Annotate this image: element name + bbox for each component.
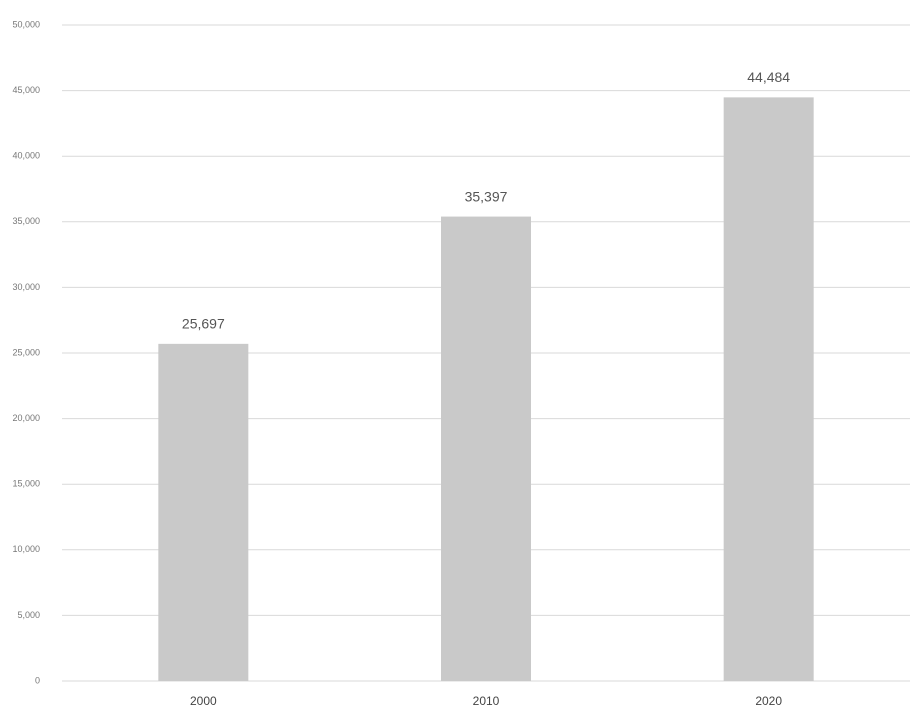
y-tick-label: 10,000 bbox=[12, 544, 40, 554]
y-tick-label: 25,000 bbox=[12, 347, 40, 357]
bar bbox=[441, 216, 531, 681]
y-tick-label: 15,000 bbox=[12, 479, 40, 489]
x-tick-label: 2000 bbox=[190, 694, 217, 708]
x-tick-label: 2020 bbox=[755, 694, 782, 708]
y-tick-label: 50,000 bbox=[12, 19, 40, 29]
y-tick-label: 20,000 bbox=[12, 413, 40, 423]
y-tick-label: 30,000 bbox=[12, 282, 40, 292]
value-label: 35,397 bbox=[465, 188, 508, 204]
bar bbox=[158, 343, 249, 681]
y-tick-label: 40,000 bbox=[12, 151, 40, 161]
x-tick-label: 2010 bbox=[473, 694, 500, 708]
value-label: 25,697 bbox=[182, 316, 225, 332]
y-tick-label: 5,000 bbox=[17, 610, 40, 620]
y-tick-label: 45,000 bbox=[12, 85, 40, 95]
value-label: 44,484 bbox=[747, 69, 790, 85]
bar bbox=[723, 97, 814, 681]
y-tick-label: 0 bbox=[35, 675, 40, 685]
y-tick-label: 35,000 bbox=[12, 216, 40, 226]
